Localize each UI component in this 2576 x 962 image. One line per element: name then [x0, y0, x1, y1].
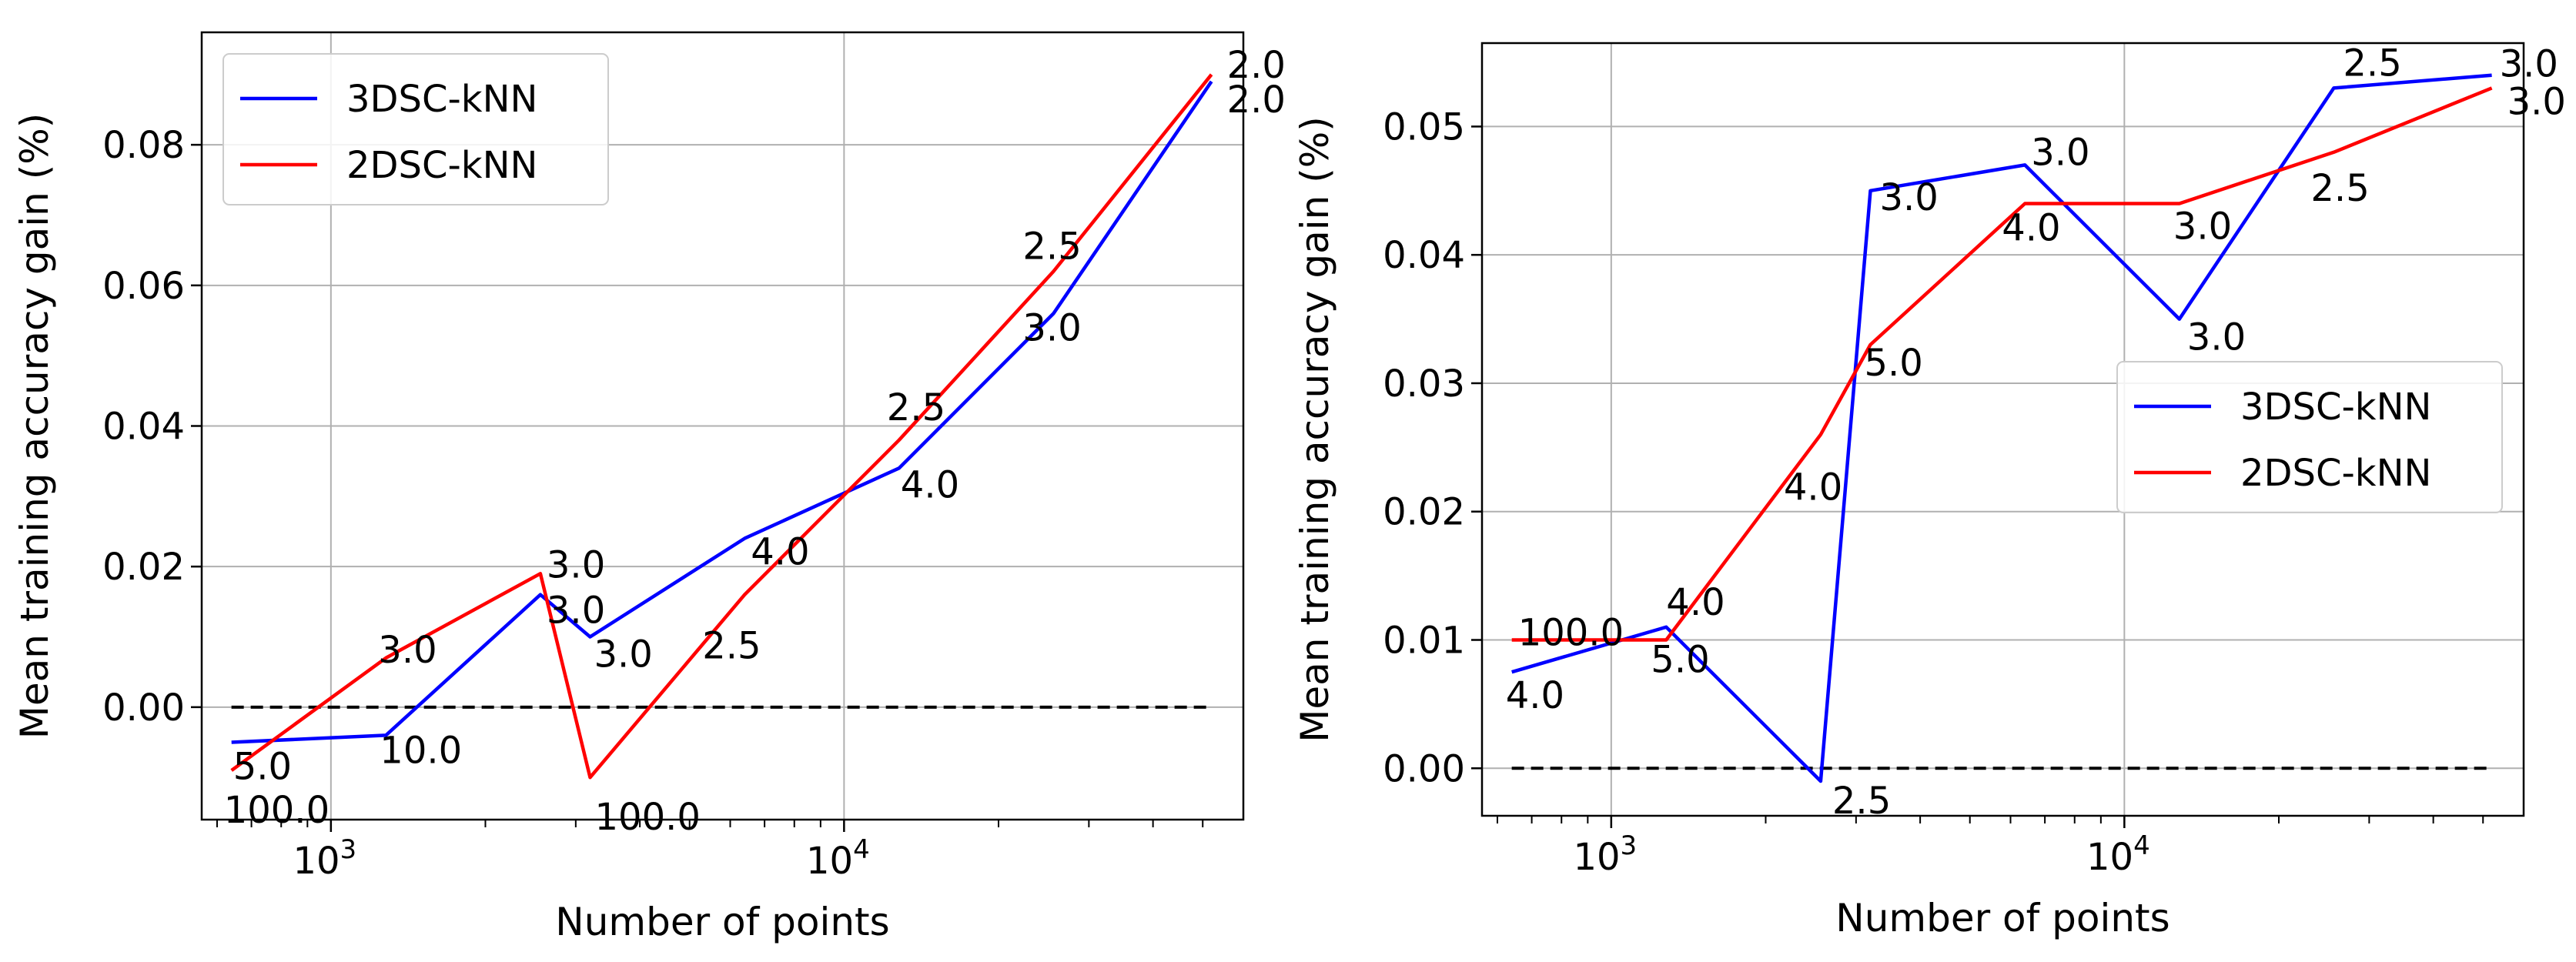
y-tick-label: 0.06: [102, 265, 185, 308]
point-label: 3.0: [2187, 316, 2246, 359]
point-label: 3.0: [2031, 131, 2089, 174]
y-tick-label: 0.01: [1383, 620, 1465, 663]
legend-box: [222, 53, 609, 205]
point-label: 4.0: [901, 463, 959, 506]
point-label: 3.0: [1022, 306, 1081, 349]
point-label: 3.0: [2507, 80, 2566, 123]
legend-label: 2DSC-kNN: [2240, 452, 2431, 495]
point-label: 2.0: [1227, 44, 1286, 87]
x-tick-exponent: 4: [853, 834, 870, 865]
point-label: 4.0: [751, 531, 809, 574]
series-line-3dsc-knn: [231, 80, 1213, 744]
chart-right: 4.04.02.53.03.03.02.5 3.0100.05.04.05.04.…: [1293, 42, 2566, 940]
point-label: 2.0: [1227, 78, 1286, 122]
point-label: 2.5: [2343, 42, 2401, 85]
point-label: 3.0: [547, 590, 605, 633]
y-tick-label: 0.03: [1383, 362, 1465, 406]
point-label: 100.0: [595, 796, 701, 839]
point-label: 5.0: [1865, 342, 1923, 385]
point-label: 4.0: [1784, 466, 1842, 509]
axes-frame: [1480, 42, 2525, 817]
x-tick-label: 104: [806, 834, 870, 883]
legend-label: 3DSC-kNN: [346, 78, 537, 121]
x-tick-exponent: 3: [1621, 830, 1638, 861]
y-axis-label: Mean training accuracy gain (%): [12, 113, 57, 740]
y-tick-label: 0.02: [102, 546, 185, 589]
point-label: 2.5: [702, 625, 761, 668]
x-axis-label: Number of points: [1835, 896, 2170, 940]
point-label: 4.0: [1666, 581, 1725, 624]
point-label: 2.5: [2310, 167, 2369, 210]
x-axis-label: Number of points: [555, 900, 889, 944]
series-line-2dsc-knn: [1511, 86, 2493, 642]
legend-label: 2DSC-kNN: [346, 144, 537, 187]
y-axis-label: Mean training accuracy gain (%): [1293, 116, 1337, 743]
x-tick-label: 103: [293, 834, 356, 883]
point-label: 5.0: [233, 746, 292, 789]
y-tick-label: 0.08: [102, 124, 185, 167]
x-tick-exponent: 3: [340, 834, 357, 865]
point-label: 10.0: [380, 729, 462, 772]
y-tick-label: 0.00: [102, 686, 185, 730]
y-tick-label: 0.04: [102, 406, 185, 449]
point-label: 100.0: [224, 789, 330, 832]
x-tick-exponent: 4: [2133, 830, 2150, 861]
y-tick-label: 0.05: [1383, 105, 1465, 149]
point-label: 3.0: [594, 633, 653, 676]
series-line-3dsc-knn: [1511, 73, 2492, 783]
x-tick-label: 103: [1573, 830, 1637, 879]
legend-label: 3DSC-kNN: [2240, 386, 2431, 429]
point-label: 3.0: [547, 543, 605, 586]
point-label: 3.0: [2500, 43, 2558, 86]
point-label: 4.0: [2002, 207, 2060, 250]
point-label: 4.0: [1506, 674, 1564, 717]
legend-box: [2116, 361, 2503, 513]
x-tick-label: 104: [2086, 830, 2150, 879]
point-label: 3.0: [2173, 205, 2232, 249]
point-label: 5.0: [1651, 639, 1709, 682]
point-label: 2.5: [1022, 225, 1081, 269]
y-tick-label: 0.00: [1383, 747, 1465, 790]
point-label: 100.0: [1518, 612, 1624, 655]
point-label: 3.0: [378, 629, 437, 672]
point-label: 3.0: [1880, 176, 1939, 219]
series-line-2dsc-knn: [230, 73, 1213, 780]
chart-left: 5.0 10.03.03.04.04.03.02.0100.03.03.0100.…: [12, 31, 1286, 944]
y-tick-label: 0.02: [1383, 491, 1465, 534]
y-tick-label: 0.04: [1383, 234, 1465, 277]
point-label: 2.5: [887, 386, 945, 429]
